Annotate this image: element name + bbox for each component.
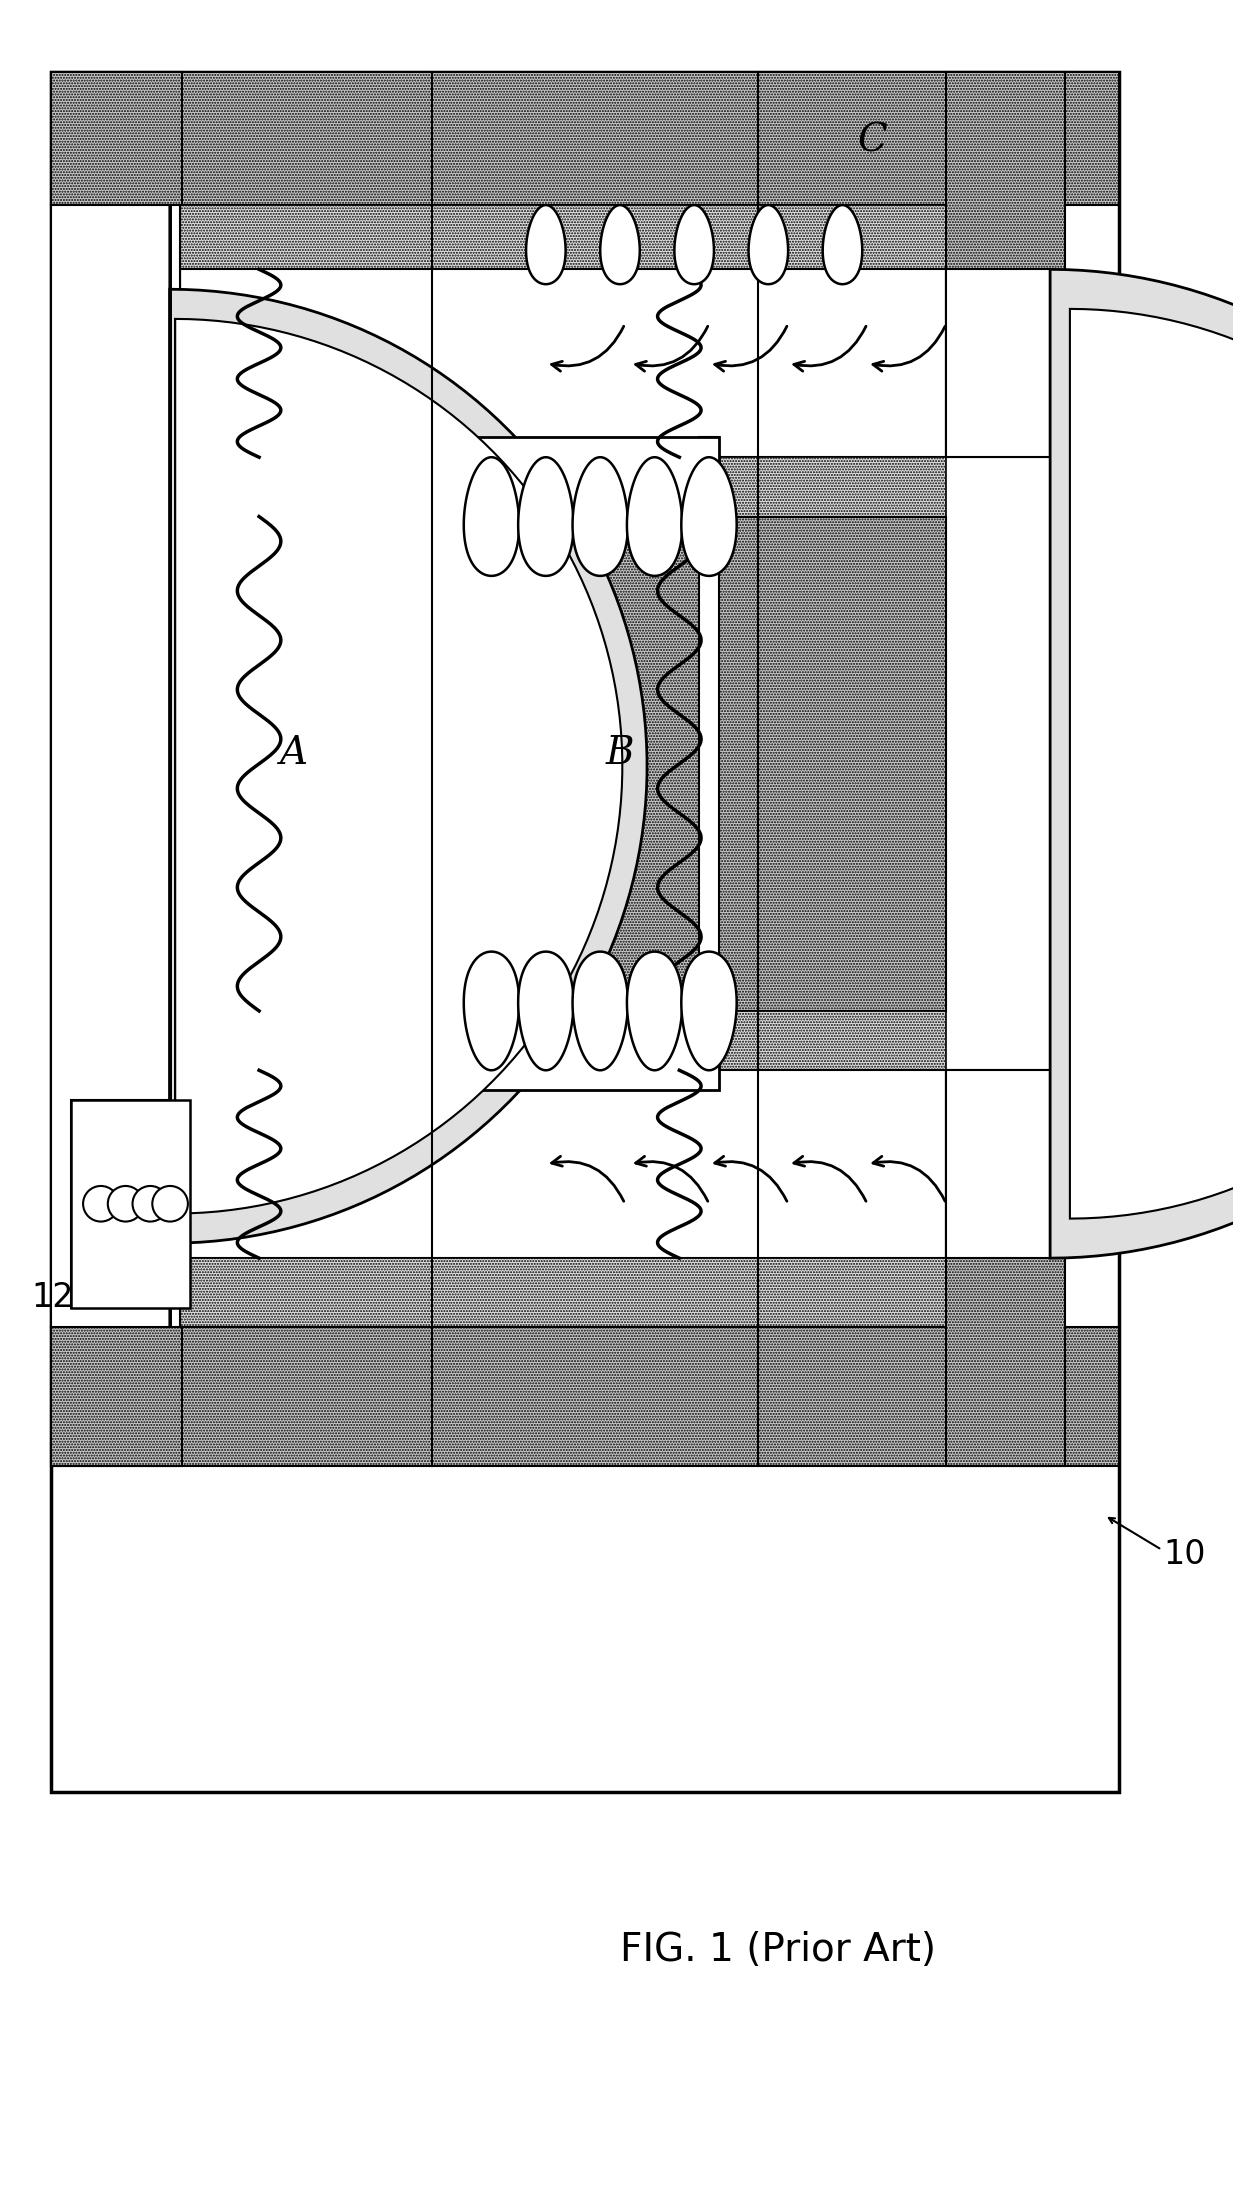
Bar [51, 206, 180, 1327]
FancyArrowPatch shape [794, 326, 866, 372]
Polygon shape [681, 458, 737, 576]
Text: 12: 12 [32, 1281, 74, 1313]
Circle shape [100, 1184, 140, 1224]
Text: C: C [857, 123, 887, 160]
Polygon shape [175, 320, 622, 1213]
Bar [471, 992, 719, 1090]
Polygon shape [170, 206, 647, 1327]
Bar [51, 72, 182, 206]
Polygon shape [822, 206, 862, 285]
Bar [946, 1070, 1065, 1467]
Bar [51, 1327, 182, 1467]
Polygon shape [573, 458, 627, 576]
Text: A: A [280, 736, 308, 773]
Bar [699, 438, 719, 1090]
FancyArrowPatch shape [873, 326, 945, 372]
Bar [471, 438, 719, 536]
Bar [51, 72, 1120, 206]
FancyArrowPatch shape [636, 326, 708, 372]
Polygon shape [526, 206, 565, 285]
Bar [946, 1070, 1050, 1259]
FancyArrowPatch shape [552, 326, 624, 372]
Bar [51, 1327, 1120, 1467]
Polygon shape [573, 952, 627, 1070]
Bar [71, 1099, 190, 1307]
Polygon shape [675, 206, 714, 285]
Polygon shape [1050, 269, 1240, 1259]
Bar [946, 72, 1065, 458]
Polygon shape [1070, 309, 1240, 1219]
Bar [946, 269, 1050, 458]
Bar [180, 1011, 946, 1070]
Polygon shape [749, 206, 789, 285]
Polygon shape [464, 952, 520, 1070]
Bar [180, 517, 946, 1011]
Bar [180, 458, 946, 517]
Circle shape [125, 1184, 165, 1224]
Bar [51, 72, 1120, 1793]
Circle shape [150, 1184, 190, 1224]
FancyArrowPatch shape [714, 326, 787, 372]
Text: FIG. 1 (Prior Art): FIG. 1 (Prior Art) [620, 1931, 936, 1970]
Bar [51, 206, 180, 1327]
Polygon shape [464, 458, 520, 576]
Polygon shape [518, 458, 574, 576]
Circle shape [83, 1186, 119, 1221]
FancyArrowPatch shape [636, 1156, 708, 1202]
Circle shape [153, 1186, 188, 1221]
Bar [180, 269, 946, 458]
Circle shape [108, 1186, 144, 1221]
Bar [471, 438, 491, 1090]
FancyArrowPatch shape [552, 1156, 624, 1202]
Bar [180, 206, 946, 269]
Text: B: B [605, 736, 635, 773]
Circle shape [76, 1184, 115, 1224]
Polygon shape [600, 206, 640, 285]
Bar [71, 1099, 190, 1307]
Text: 10: 10 [1164, 1539, 1207, 1572]
FancyArrowPatch shape [794, 1156, 866, 1202]
Bar [180, 1259, 946, 1327]
FancyArrowPatch shape [714, 1156, 787, 1202]
Circle shape [133, 1186, 169, 1221]
Polygon shape [681, 952, 737, 1070]
Polygon shape [518, 952, 574, 1070]
Polygon shape [627, 952, 682, 1070]
FancyArrowPatch shape [873, 1156, 945, 1202]
Bar [180, 1070, 946, 1259]
Polygon shape [627, 458, 682, 576]
